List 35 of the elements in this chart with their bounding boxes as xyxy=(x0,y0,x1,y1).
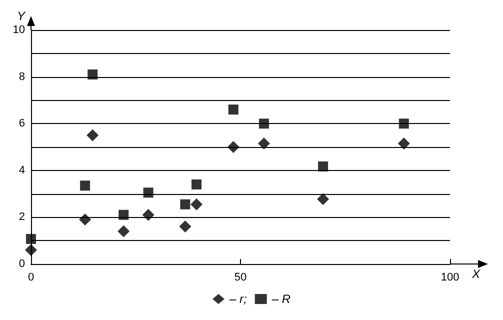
point xyxy=(318,161,328,172)
point xyxy=(179,220,192,233)
point xyxy=(79,214,92,226)
x-tick-label: 50 xyxy=(234,272,247,284)
point xyxy=(118,225,130,238)
y-tick-label: 4 xyxy=(18,164,25,176)
point xyxy=(398,137,410,150)
y-tick-label: 10 xyxy=(12,24,25,36)
point xyxy=(142,208,154,221)
point xyxy=(80,180,90,191)
x-tick-label: 100 xyxy=(440,272,460,284)
point xyxy=(25,244,37,256)
point xyxy=(143,188,154,198)
point xyxy=(118,210,129,220)
point xyxy=(227,141,240,153)
point xyxy=(258,118,269,129)
y-tick-label: 8 xyxy=(18,70,25,83)
y-tick-label: 6 xyxy=(18,118,25,130)
point xyxy=(317,193,330,206)
y-axis-title: Y xyxy=(16,9,26,23)
x-tick-label: 0 xyxy=(28,272,34,284)
point xyxy=(228,104,238,115)
legend-label: – R xyxy=(270,292,291,306)
point xyxy=(86,129,99,142)
point xyxy=(180,199,190,210)
point xyxy=(192,179,202,190)
point xyxy=(190,198,203,210)
point xyxy=(88,69,98,80)
point xyxy=(398,118,409,129)
x-axis-title: X xyxy=(471,267,481,281)
y-tick-label: 0 xyxy=(18,258,25,270)
point xyxy=(26,234,36,244)
point xyxy=(258,137,270,150)
y-tick-label: 2 xyxy=(18,211,25,224)
legend-label: – r; xyxy=(228,292,247,306)
